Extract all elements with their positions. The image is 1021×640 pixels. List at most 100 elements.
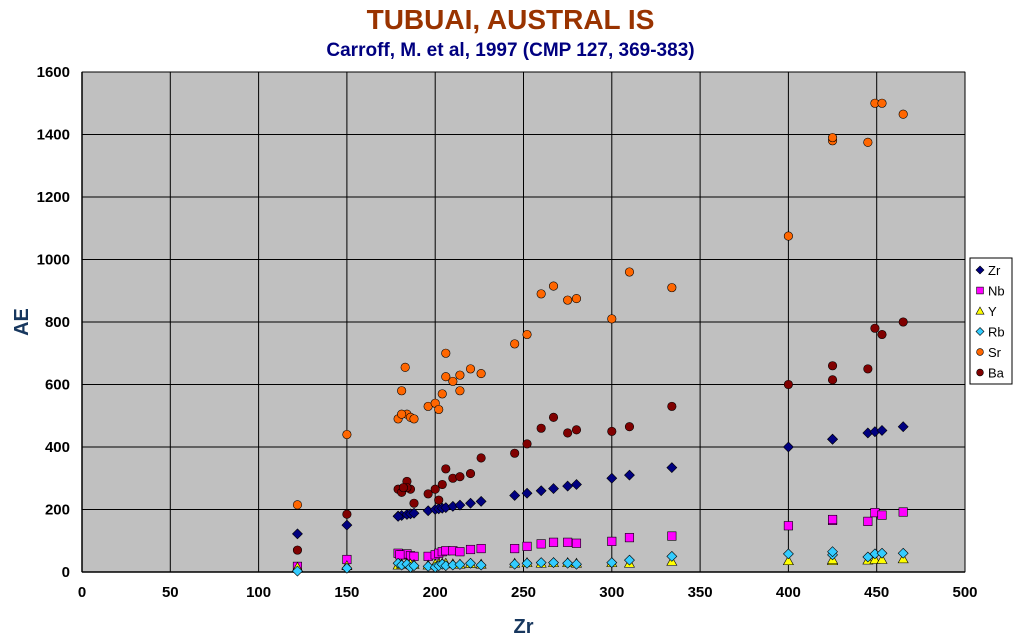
point-ba <box>465 469 476 479</box>
point-sr <box>465 364 476 374</box>
data-points <box>291 98 909 577</box>
point-ba <box>437 479 447 490</box>
y-tick-label: 1000 <box>37 252 70 269</box>
point-sr <box>441 348 451 358</box>
point-ba <box>292 545 303 555</box>
series-rb <box>292 546 909 577</box>
point-nb <box>455 547 465 557</box>
point-nb <box>898 507 908 517</box>
point-ba <box>522 439 532 449</box>
point-ba <box>434 495 444 505</box>
point-nb <box>465 544 476 555</box>
y-tick-label: 600 <box>45 377 70 394</box>
chart-title: TUBUAI, AUSTRAL IS <box>366 4 655 35</box>
x-tick-label: 150 <box>334 584 359 601</box>
point-zr <box>408 507 420 519</box>
point-ba <box>409 498 419 508</box>
series-ba <box>292 317 908 555</box>
legend-marker-y <box>975 306 985 315</box>
point-sr <box>624 267 635 277</box>
point-rb <box>827 546 838 558</box>
point-zr <box>535 485 547 497</box>
point-ba <box>430 484 440 494</box>
point-sr <box>397 409 407 419</box>
point-zr <box>897 421 909 433</box>
legend-marker-rb <box>975 327 985 336</box>
x-tick-label: 400 <box>776 584 801 601</box>
point-ba <box>563 428 573 438</box>
point-y <box>876 553 888 564</box>
point-ba <box>342 509 352 519</box>
x-tick-label: 450 <box>864 584 889 601</box>
legend-label-zr: Zr <box>988 263 1001 278</box>
x-axis-label: Zr <box>514 616 534 638</box>
point-rb <box>548 557 559 569</box>
point-ba <box>571 425 582 435</box>
point-zr <box>292 528 303 540</box>
point-sr <box>863 137 873 147</box>
y-tick-label: 400 <box>45 439 70 456</box>
x-tick-label: 100 <box>246 584 271 601</box>
point-sr <box>292 500 303 510</box>
point-nb <box>522 541 532 551</box>
point-ba <box>536 423 546 433</box>
point-ba <box>863 364 873 374</box>
y-tick-label: 1400 <box>37 127 70 144</box>
y-tick-label: 1200 <box>37 189 70 206</box>
series-sr <box>292 98 908 510</box>
point-ba <box>624 422 635 432</box>
point-ba <box>398 483 408 493</box>
series-nb <box>292 507 908 571</box>
point-rb <box>666 550 678 562</box>
point-zr <box>475 495 487 507</box>
point-rb <box>624 554 635 566</box>
x-tick-label: 50 <box>162 584 179 601</box>
point-sr <box>510 339 520 349</box>
legend-label-y: Y <box>988 304 997 319</box>
x-tick-label: 300 <box>599 584 624 601</box>
point-ba <box>870 323 880 333</box>
point-zr <box>341 519 353 531</box>
point-nb <box>536 539 546 549</box>
point-rb <box>897 547 909 559</box>
point-rb <box>422 560 434 572</box>
point-sr <box>898 109 908 119</box>
point-ba <box>827 375 838 385</box>
point-zr <box>454 499 466 511</box>
point-nb <box>863 516 873 526</box>
point-sr <box>455 370 465 380</box>
point-sr <box>409 414 419 424</box>
point-ba <box>827 361 838 371</box>
chart-subtitle: Carroff, M. et al, 1997 (CMP 127, 369-38… <box>326 40 695 61</box>
legend-marker-nb <box>976 286 984 295</box>
x-axis-ticks: 0 50 100 150 200 250 300 350 400 450 500 <box>78 584 978 601</box>
x-tick-label: 0 <box>78 584 86 601</box>
point-rb <box>521 557 533 569</box>
point-ba <box>898 317 908 327</box>
point-ba <box>423 489 433 499</box>
point-sr <box>877 98 887 108</box>
point-nb <box>877 510 887 520</box>
point-rb <box>606 557 618 569</box>
point-ba <box>548 412 559 422</box>
point-nb <box>571 538 582 548</box>
legend: Zr Nb Y Rb Sr Ba <box>969 257 1013 385</box>
point-sr <box>548 281 559 291</box>
point-nb <box>607 536 617 546</box>
point-sr <box>441 372 451 382</box>
legend-label-nb: Nb <box>988 284 1005 299</box>
point-sr <box>827 133 838 143</box>
point-sr <box>400 362 410 372</box>
point-rb <box>292 565 303 577</box>
point-zr <box>509 490 521 501</box>
legend-marker-ba <box>976 368 984 377</box>
point-zr <box>548 483 559 494</box>
point-sr <box>434 404 444 415</box>
point-zr <box>782 441 794 453</box>
legend-label-rb: Rb <box>988 325 1005 340</box>
point-y <box>782 555 794 566</box>
y-tick-label: 200 <box>45 502 70 519</box>
point-nb <box>827 514 838 525</box>
point-rb <box>408 560 420 572</box>
